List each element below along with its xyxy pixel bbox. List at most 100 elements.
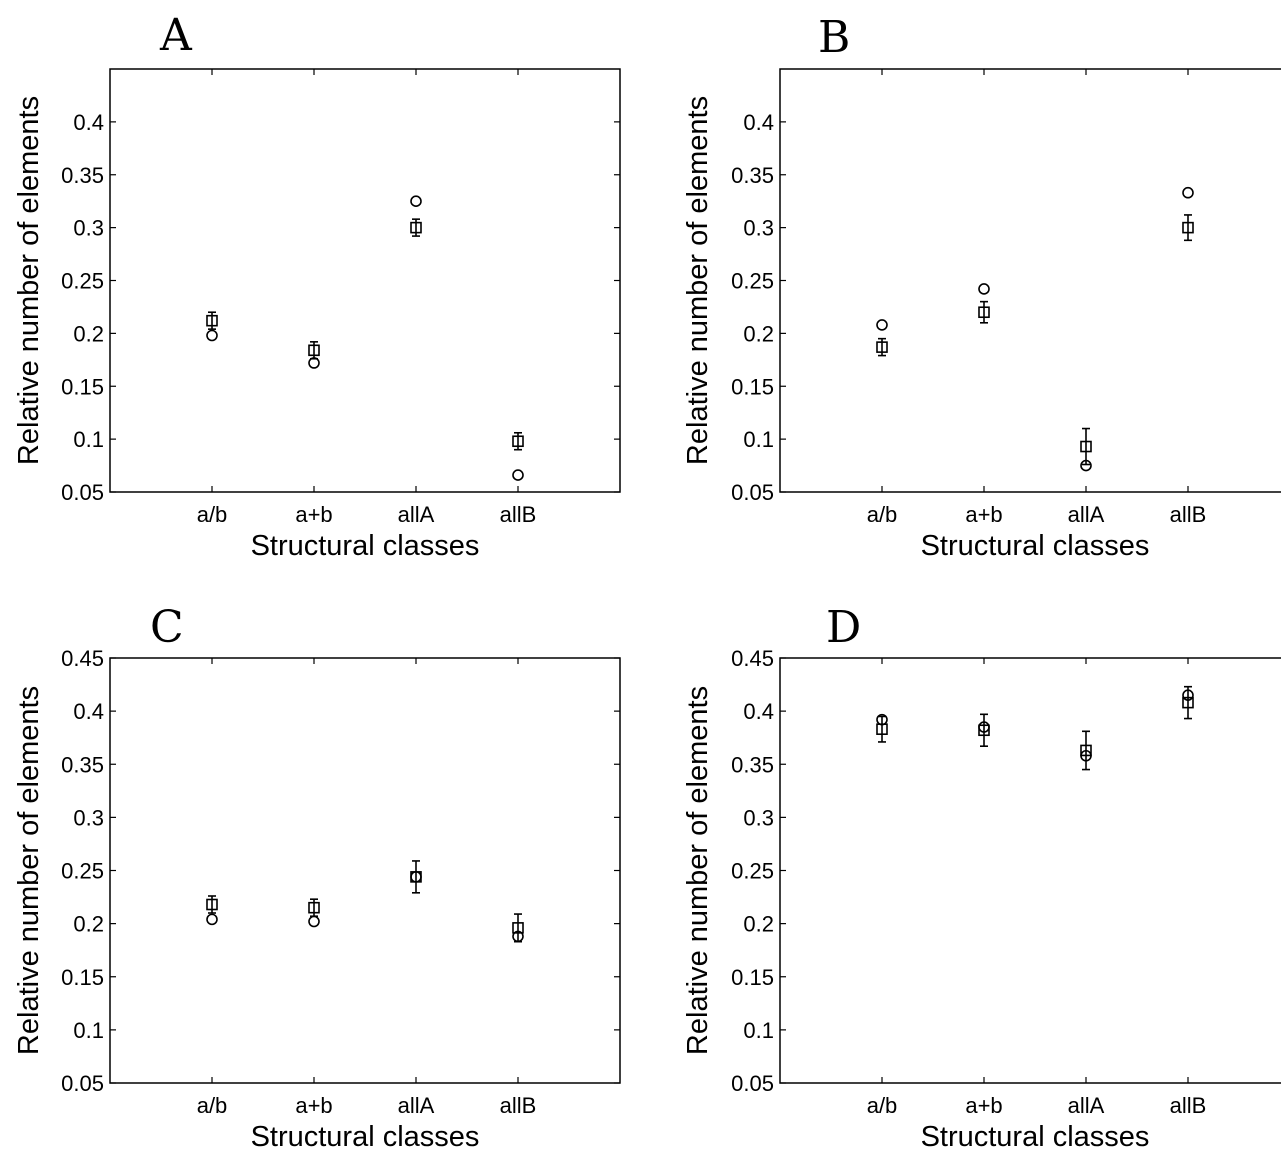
x-tick-label: allA [1068,1093,1105,1118]
square-marker [206,898,218,911]
circle-marker [410,871,422,883]
y-tick-label: 0.4 [743,699,774,724]
x-tick-label: a+b [965,1093,1002,1118]
y-tick-label: 0.15 [731,965,774,990]
circle-marker [206,329,218,342]
square-marker [1182,221,1194,234]
plot-frame [109,657,621,1084]
x-tick-label: a+b [295,1093,332,1118]
x-tick-label: a+b [965,502,1002,527]
circle-marker [308,915,320,928]
square-marker [512,435,524,448]
y-tick-label: 0.05 [61,480,104,505]
y-tick-label: 0.25 [731,859,774,884]
chart-panel-b: B 0.05 0.1 0.15 0.2 0.25 0.3 0.35 0.4 a/b a+b allA a… [682,12,1281,562]
circle-marker [308,357,320,369]
y-tick-label: 0.2 [743,912,774,937]
square-marker [308,901,320,914]
y-tick-label: 0.2 [743,321,774,346]
circle-marker [1080,749,1092,762]
x-tick-label: a/b [197,502,228,527]
circle-marker [1080,459,1092,472]
square-marker [410,221,422,234]
y-tick-label: 0.25 [731,269,774,294]
x-tick-label: a/b [867,1093,898,1118]
panel-letter: D [826,602,861,653]
circle-marker [512,930,524,943]
x-tick-label: a/b [867,502,898,527]
x-tick-label: allB [500,1093,537,1118]
chart-panel-c: C 0.05 0.1 0.15 0.2 0.25 0.3 0.35 0.4 0.45 a/b a+b a… [13,602,621,1149]
x-tick-label: allB [1170,502,1207,527]
y-tick-label: 0.45 [731,646,774,671]
y-tick-label: 0.4 [743,110,774,135]
y-tick-label: 0.05 [61,1071,104,1096]
square-marker [876,341,888,353]
panel-letter: B [818,12,850,63]
y-tick-label: 0.3 [73,805,104,830]
y-tick-label: 0.4 [73,699,104,724]
square-marker [978,306,990,319]
x-axis-label: Structural classes [921,530,1150,562]
y-axis-label: Relative number of elements [13,96,45,465]
x-tick-label: allB [1170,1093,1207,1118]
circle-marker [206,913,218,926]
y-tick-label: 0.1 [73,427,104,452]
y-tick-label: 0.15 [61,965,104,990]
x-tick-label: a/b [197,1093,228,1118]
square-marker [1080,744,1092,757]
plot-frame [109,68,621,493]
x-axis-label: Structural classes [921,1121,1150,1149]
y-tick-label: 0.4 [73,110,104,135]
chart-panel-a: A 0.05 0.1 0.15 0.2 0.25 0.3 0.35 0.4 a/b a+b allA a… [13,10,621,562]
y-tick-label: 0.35 [731,163,774,188]
y-tick-label: 0.45 [61,646,104,671]
x-axis-label: Structural classes [251,530,480,562]
y-tick-label: 0.3 [743,805,774,830]
panel-letter: A [159,10,193,61]
circle-marker [512,469,524,481]
plot-frame [779,657,1281,1084]
square-marker [1182,696,1194,709]
y-tick-label: 0.2 [73,321,104,346]
x-tick-label: allA [1068,502,1105,527]
square-marker [206,314,218,327]
circle-marker [876,319,888,331]
y-axis-label: Relative number of elements [682,96,714,465]
y-tick-label: 0.2 [73,912,104,937]
y-tick-label: 0.25 [61,269,104,294]
y-tick-label: 0.35 [61,752,104,777]
y-tick-label: 0.05 [731,480,774,505]
square-marker [308,344,320,357]
x-tick-label: allA [398,502,435,527]
y-tick-label: 0.1 [73,1018,104,1043]
y-tick-label: 0.1 [743,1018,774,1043]
circle-marker [1182,689,1194,701]
y-tick-label: 0.1 [743,427,774,452]
circle-marker [978,283,990,295]
y-axis-label: Relative number of elements [13,686,45,1055]
circle-marker [876,713,888,726]
circle-marker [1182,186,1194,199]
y-tick-label: 0.15 [61,374,104,399]
x-tick-label: allB [500,502,537,527]
plot-frame [779,68,1281,493]
chart-panel-d: D 0.05 0.1 0.15 0.2 0.25 0.3 0.35 0.4 0.45 a/b a+b a… [682,602,1281,1149]
panel-letter: C [150,602,184,653]
x-tick-label: a+b [295,502,332,527]
y-tick-label: 0.25 [61,859,104,884]
x-tick-label: allA [398,1093,435,1118]
y-axis-label: Relative number of elements [682,686,714,1055]
y-tick-label: 0.05 [731,1071,774,1096]
circle-marker [978,721,990,733]
y-tick-label: 0.3 [73,216,104,241]
square-marker [978,724,990,737]
y-tick-label: 0.15 [731,374,774,399]
y-tick-label: 0.3 [743,216,774,241]
y-tick-label: 0.35 [731,752,774,777]
square-marker [1080,440,1092,453]
circle-marker [410,195,422,207]
y-tick-label: 0.35 [61,163,104,188]
x-axis-label: Structural classes [251,1121,480,1149]
